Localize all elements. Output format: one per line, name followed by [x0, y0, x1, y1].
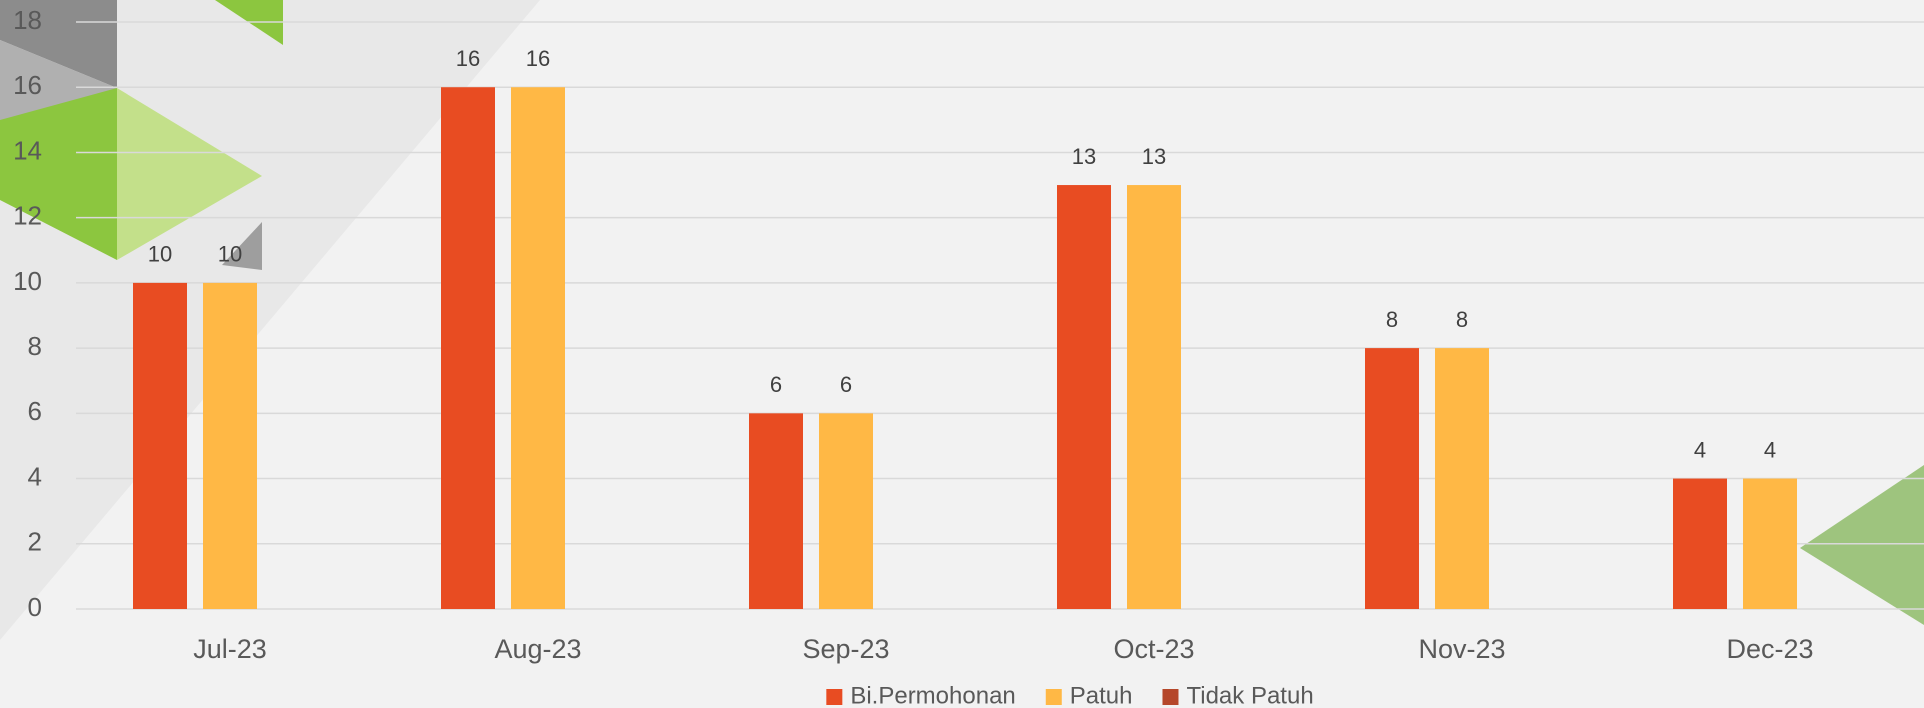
y-tick-label: 18 — [13, 5, 42, 35]
data-label: 13 — [1142, 144, 1166, 169]
x-tick-label: Dec-23 — [1726, 634, 1813, 664]
bar — [1127, 185, 1181, 610]
y-tick-label: 6 — [28, 396, 42, 426]
bar — [203, 282, 257, 609]
y-tick-label: 14 — [13, 135, 42, 165]
bar — [1365, 348, 1419, 609]
data-label: 10 — [148, 242, 172, 267]
data-label: 16 — [526, 46, 550, 71]
data-label: 4 — [1694, 437, 1706, 462]
legend-label: Bi.Permohonan — [850, 682, 1015, 708]
legend-swatch — [826, 689, 843, 705]
x-tick-label: Jul-23 — [193, 634, 267, 664]
data-label: 8 — [1386, 307, 1398, 332]
data-label: 10 — [218, 242, 242, 267]
bar — [511, 87, 565, 609]
legend-swatch — [1045, 689, 1062, 705]
data-label: 13 — [1072, 144, 1096, 169]
y-tick-label: 0 — [28, 592, 42, 622]
y-tick-label: 16 — [13, 70, 42, 100]
legend-swatch — [1162, 689, 1179, 705]
bar — [1673, 478, 1727, 609]
bar — [1435, 348, 1489, 609]
bar — [133, 282, 187, 609]
data-label: 6 — [840, 372, 852, 397]
y-tick-label: 2 — [28, 527, 42, 557]
legend-label: Tidak Patuh — [1186, 682, 1313, 708]
y-tick-label: 8 — [28, 331, 42, 361]
bar — [441, 87, 495, 609]
x-tick-label: Aug-23 — [494, 634, 581, 664]
y-tick-label: 10 — [13, 266, 42, 296]
bar — [749, 413, 803, 609]
data-label: 8 — [1456, 307, 1468, 332]
grid — [76, 21, 1924, 610]
x-tick-label: Nov-23 — [1418, 634, 1505, 664]
bar — [1057, 185, 1111, 610]
data-label: 16 — [456, 46, 480, 71]
legend-label: Patuh — [1070, 682, 1133, 708]
bar — [1743, 478, 1797, 609]
x-tick-label: Oct-23 — [1113, 634, 1194, 664]
bars — [133, 87, 1797, 610]
y-tick-label: 4 — [28, 461, 42, 491]
bar — [819, 413, 873, 609]
data-label: 4 — [1764, 437, 1776, 462]
labels: 0 2 4 6 8 10 12 14 16 18 Jul-23 10 10 Aug-23 16 16 Sep-2… — [13, 5, 1813, 708]
y-tick-label: 12 — [13, 201, 42, 231]
data-label: 6 — [770, 372, 782, 397]
x-tick-label: Sep-23 — [802, 634, 889, 664]
